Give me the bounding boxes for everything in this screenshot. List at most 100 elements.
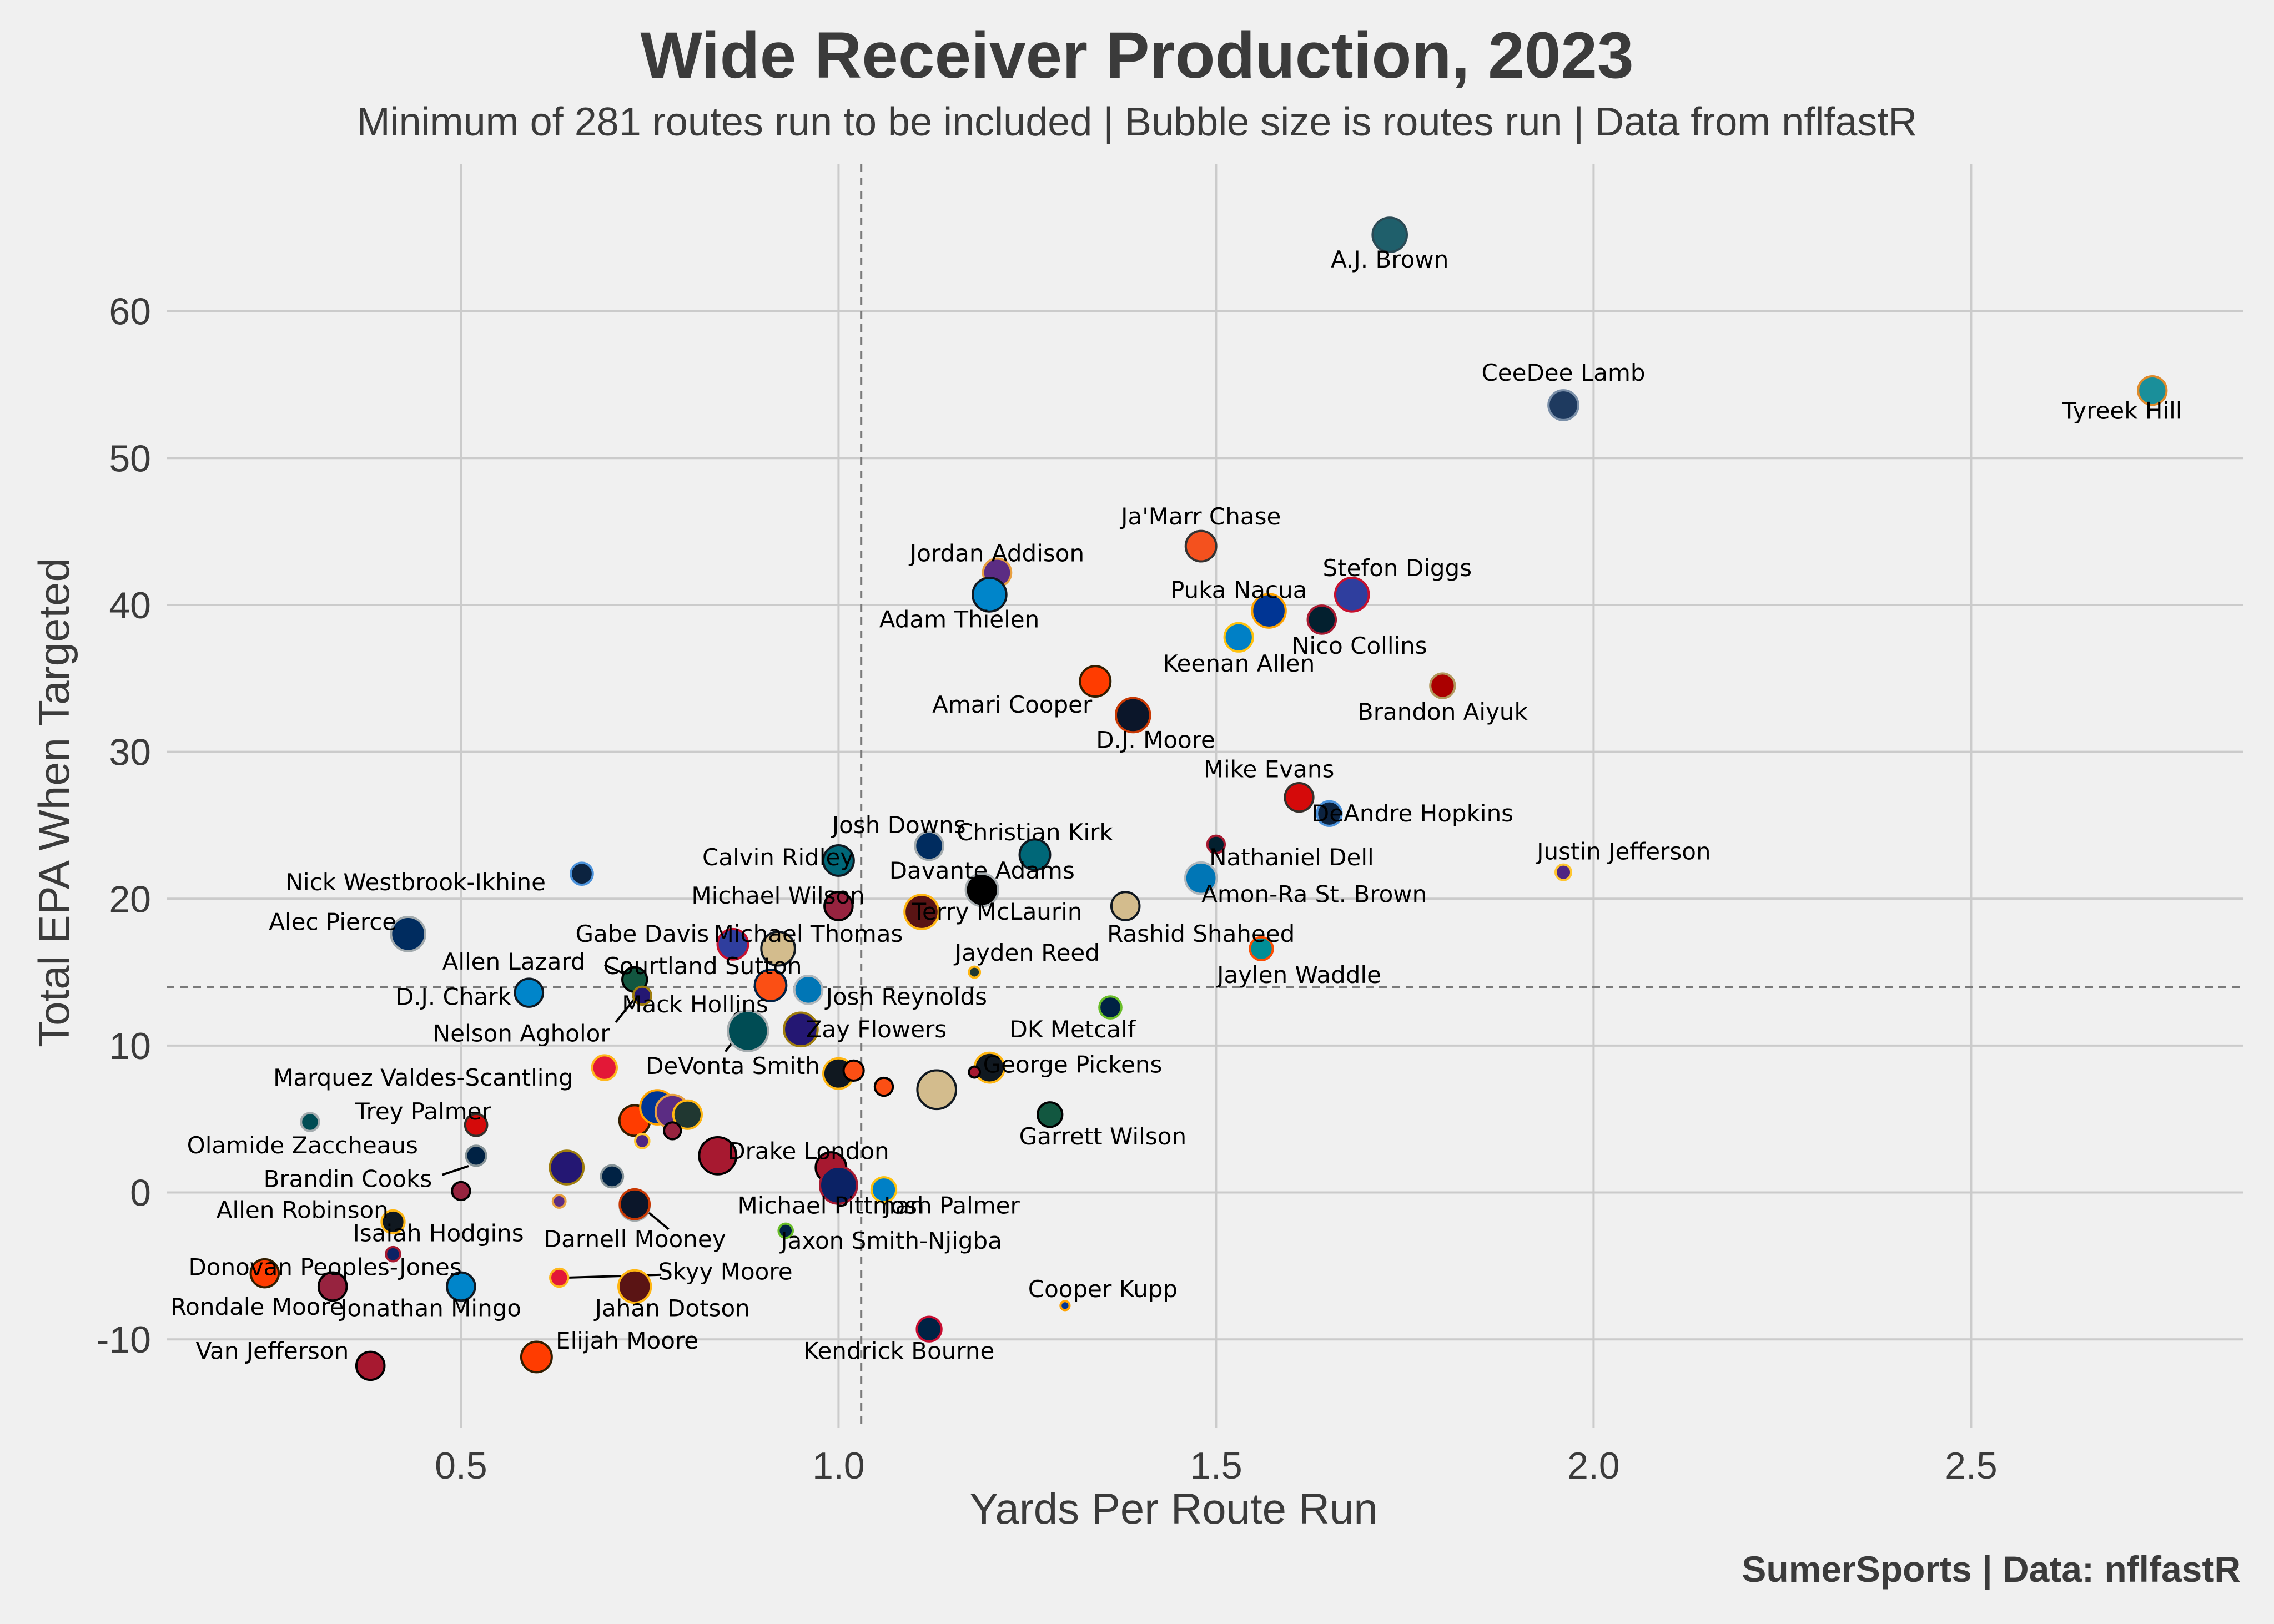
point-jahan-dotson <box>617 1269 652 1304</box>
point-nico-collins <box>1306 604 1337 635</box>
point-jonathan-mingo <box>446 1271 476 1302</box>
label-darnell-mooney: Darnell Mooney <box>544 1225 726 1253</box>
label-tyreek-hill: Tyreek Hill <box>2061 397 2182 425</box>
y-tick-label: 40 <box>109 584 151 627</box>
point-josh-palmer <box>870 1176 898 1203</box>
label-van-jefferson: Van Jefferson <box>196 1337 349 1364</box>
label-courtland-sutton: Courtland Sutton <box>603 952 802 980</box>
label-nathaniel-dell: Nathaniel Dell <box>1209 844 1374 871</box>
label-amari-cooper: Amari Cooper <box>932 691 1093 718</box>
x-tick-label: 0.5 <box>435 1445 487 1487</box>
label-zay-flowers: Zay Flowers <box>806 1016 947 1043</box>
point-jaylen-waddle <box>1249 936 1274 961</box>
point-josh-downs <box>914 830 944 861</box>
point-elijah-moore <box>520 1340 553 1374</box>
point-darnell-mooney <box>618 1188 651 1220</box>
point-tyreek-hill <box>2137 375 2168 406</box>
label-christian-kirk: Christian Kirk <box>957 819 1113 846</box>
y-tick-label: -10 <box>97 1319 151 1361</box>
point-terry-mclaurin <box>903 894 940 930</box>
point-garrett-wilson <box>1037 1101 1064 1128</box>
label-jahan-dotson: Jahan Dotson <box>593 1295 750 1322</box>
leader-line <box>441 1165 469 1176</box>
label-michael-wilson: Michael Wilson <box>691 882 864 909</box>
label-brandin-cooks: Brandin Cooks <box>264 1166 432 1193</box>
label-marquez-valdes-scantling: Marquez Valdes-Scantling <box>273 1064 573 1091</box>
point-unlabeled <box>549 1149 585 1186</box>
label-nick-westbrook-ikhine: Nick Westbrook-Ikhine <box>286 869 546 896</box>
x-tick-label: 1.5 <box>1190 1445 1242 1487</box>
label-alec-pierce: Alec Pierce <box>269 909 396 936</box>
label-jonathan-mingo: Jonathan Mingo <box>339 1295 521 1322</box>
point-unlabeled <box>842 1059 865 1082</box>
point-deandre-hopkins <box>1316 800 1343 827</box>
point-nick-westbrook-ikhine <box>570 861 594 886</box>
label-d-j-chark: D.J. Chark <box>396 984 512 1011</box>
point-mike-evans <box>1284 782 1315 813</box>
chart-subtitle: Minimum of 281 routes run to be included… <box>357 100 1918 144</box>
point-unlabeled <box>600 1164 625 1189</box>
point-jaxon-smith-njigba <box>777 1222 794 1239</box>
chart-title: Wide Receiver Production, 2023 <box>640 19 1633 92</box>
point-adam-thielen <box>972 577 1008 613</box>
label-cooper-kupp: Cooper Kupp <box>1028 1275 1178 1303</box>
point-unlabeled <box>968 1065 982 1079</box>
point-davante-adams <box>964 872 999 907</box>
point-justin-jefferson <box>1554 863 1573 881</box>
point-keenan-allen <box>1223 622 1254 653</box>
label-michael-pittman: Michael Pittman <box>738 1192 925 1219</box>
label-puka-nacua: Puka Nacua <box>1170 576 1307 603</box>
y-tick-label: 10 <box>109 1025 151 1067</box>
label-mike-evans: Mike Evans <box>1204 755 1335 783</box>
label-davante-adams: Davante Adams <box>889 857 1075 884</box>
reference-lines <box>167 164 2243 1428</box>
label-calvin-ridley: Calvin Ridley <box>702 844 854 871</box>
label-justin-jefferson: Justin Jefferson <box>1535 838 1710 865</box>
point-brandon-aiyuk <box>1429 672 1456 699</box>
label-jaxon-smith-njigba: Jaxon Smith-Njigba <box>779 1227 1002 1254</box>
point-unlabeled <box>819 1165 858 1205</box>
point-isaiah-hodgins <box>385 1245 401 1263</box>
label-dk-metcalf: DK Metcalf <box>1009 1016 1136 1043</box>
x-axis-label: Yards Per Route Run <box>969 1484 1378 1533</box>
point-rashid-shaheed <box>1110 891 1141 921</box>
point-gabe-davis <box>716 927 749 961</box>
point-michael-wilson <box>823 891 854 921</box>
point-unlabeled <box>873 1076 894 1097</box>
label-deandre-hopkins: DeAndre Hopkins <box>1311 800 1513 827</box>
point-nathaniel-dell <box>1206 834 1226 855</box>
point-calvin-ridley <box>822 844 855 877</box>
point-labels: A.J. Brown Tyreek Hill CeeDee Lamb Ja'Marr … <box>170 246 2182 1364</box>
label-nico-collins: Nico Collins <box>1292 632 1427 659</box>
label-allen-lazard: Allen Lazard <box>442 948 586 975</box>
x-tick-label: 2.5 <box>1945 1445 1998 1487</box>
label-trey-palmer: Trey Palmer <box>355 1098 491 1125</box>
y-tick-label: 30 <box>109 732 151 774</box>
y-tick-label: 0 <box>130 1172 151 1214</box>
label-george-pickens: George Pickens <box>983 1051 1163 1078</box>
point-brandin-cooks <box>465 1144 487 1167</box>
label-gabe-davis: Gabe Davis <box>575 920 709 947</box>
label-brandon-aiyuk: Brandon Aiyuk <box>1357 698 1528 725</box>
label-allen-robinson: Allen Robinson <box>217 1196 389 1223</box>
point-ceedee-lamb <box>1547 389 1579 421</box>
label-stefon-diggs: Stefon Diggs <box>1322 554 1472 582</box>
label-terry-mclaurin: Terry McLaurin <box>911 898 1082 925</box>
point-puka-nacua <box>1251 593 1287 629</box>
point-kendrick-bourne <box>915 1315 943 1343</box>
point-trey-palmer <box>464 1112 489 1137</box>
point-d-j-chark <box>514 977 545 1008</box>
label-kendrick-bourne: Kendrick Bourne <box>803 1337 994 1364</box>
point-jayden-reed <box>968 965 982 979</box>
point-amari-cooper <box>1079 665 1112 698</box>
label-a-j-brown: A.J. Brown <box>1331 246 1448 273</box>
tick-labels: 0.5 1.0 1.5 2.0 2.5 -10 0 10 20 30 40 50 60 <box>97 291 1998 1487</box>
x-tick-label: 1.0 <box>812 1445 865 1487</box>
point-marquez-valdes-scantling <box>591 1054 618 1081</box>
point-rondale-moore <box>317 1271 348 1302</box>
point-josh-reynolds <box>793 975 824 1005</box>
y-tick-label: 60 <box>109 291 151 333</box>
point-amon-ra-st-brown <box>1184 861 1218 895</box>
x-tick-label: 2.0 <box>1567 1445 1620 1487</box>
